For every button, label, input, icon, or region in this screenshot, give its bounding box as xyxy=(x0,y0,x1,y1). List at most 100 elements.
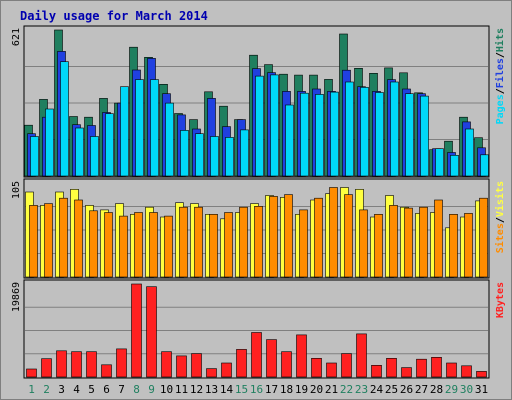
x-tick-label-day-29: 29 xyxy=(445,383,458,396)
y-axis-max-label: 621 xyxy=(11,28,22,46)
bar-pages-day-30 xyxy=(465,128,474,177)
x-tick-label-day-6: 6 xyxy=(103,383,110,396)
x-tick-label-day-12: 12 xyxy=(190,383,203,396)
bar-pages-day-7 xyxy=(120,86,129,177)
bar-kbytes-day-23 xyxy=(356,333,367,378)
bar-kbytes-day-16 xyxy=(251,332,262,378)
x-tick-label-day-27: 27 xyxy=(415,383,428,396)
bar-pages-day-28 xyxy=(435,148,444,177)
bar-pages-day-16 xyxy=(255,75,264,177)
bar-kbytes-day-2 xyxy=(41,358,52,378)
bar-pages-day-1 xyxy=(30,136,39,177)
bar-pages-day-12 xyxy=(195,133,204,177)
legend: Pages/Files/Hits xyxy=(494,28,506,124)
legend-entry-sites: Sites xyxy=(494,223,506,253)
bar-kbytes-day-29 xyxy=(446,362,457,378)
x-tick-label-day-25: 25 xyxy=(385,383,398,396)
bar-kbytes-day-25 xyxy=(386,357,397,378)
bar-sites-day-17 xyxy=(269,196,278,278)
panel-kbytes: 19869 KBytes xyxy=(11,279,506,379)
x-tick-label-day-18: 18 xyxy=(280,383,293,396)
bar-pages-day-19 xyxy=(300,92,309,177)
bar-sites-day-2 xyxy=(44,203,53,278)
bar-kbytes-day-9 xyxy=(146,286,157,378)
bar-kbytes-day-15 xyxy=(236,349,247,378)
bar-kbytes-day-26 xyxy=(401,367,412,378)
bar-sites-day-8 xyxy=(134,212,143,278)
bar-sites-day-5 xyxy=(89,210,98,278)
bar-pages-day-21 xyxy=(330,91,339,177)
bar-pages-day-9 xyxy=(150,79,159,177)
bar-sites-day-15 xyxy=(239,206,248,278)
bar-kbytes-day-28 xyxy=(431,356,442,378)
bar-pages-day-22 xyxy=(345,81,354,177)
x-tick-label-day-5: 5 xyxy=(88,383,95,396)
x-tick-label-day-1: 1 xyxy=(28,383,35,396)
bar-sites-day-16 xyxy=(254,206,263,278)
x-tick-label-day-16: 16 xyxy=(250,383,263,396)
bar-sites-day-26 xyxy=(404,207,413,278)
bar-kbytes-day-21 xyxy=(326,362,337,378)
bar-kbytes-day-11 xyxy=(176,355,187,378)
x-tick-label-day-2: 2 xyxy=(43,383,50,396)
bar-sites-day-11 xyxy=(179,206,188,278)
legend-entry-files: Files xyxy=(494,58,506,88)
bar-pages-day-20 xyxy=(315,94,324,177)
panel-visits-sites: 105 Sites/Visits xyxy=(11,178,506,279)
bar-kbytes-day-7 xyxy=(116,348,127,378)
legend: KBytes xyxy=(495,282,506,318)
y-axis-max-label: 105 xyxy=(11,181,22,199)
x-tick-label-day-24: 24 xyxy=(370,383,384,396)
chart-title: Daily usage for March 2014 xyxy=(20,9,208,23)
x-tick-label-day-20: 20 xyxy=(310,383,323,396)
bar-sites-day-27 xyxy=(419,206,428,278)
bar-pages-day-17 xyxy=(270,74,279,177)
x-tick-label-day-28: 28 xyxy=(430,383,443,396)
bar-kbytes-day-27 xyxy=(416,358,427,378)
bar-pages-day-14 xyxy=(225,137,234,177)
bar-kbytes-day-14 xyxy=(221,362,232,378)
x-tick-label-day-10: 10 xyxy=(160,383,173,396)
bar-sites-day-24 xyxy=(374,214,383,278)
bar-pages-day-26 xyxy=(405,93,414,177)
legend-entry-kbytes: KBytes xyxy=(495,282,506,318)
x-tick-label-day-15: 15 xyxy=(235,383,248,396)
bar-sites-day-6 xyxy=(104,212,113,278)
legend-separator: / xyxy=(495,88,506,94)
bar-kbytes-day-4 xyxy=(71,351,82,378)
bar-kbytes-day-3 xyxy=(56,350,67,378)
bar-kbytes-day-12 xyxy=(191,353,202,378)
bar-sites-day-28 xyxy=(434,199,443,278)
bar-pages-day-4 xyxy=(75,127,84,177)
bar-pages-day-3 xyxy=(60,61,69,177)
x-tick-label-day-17: 17 xyxy=(265,383,278,396)
legend-entry-hits: Hits xyxy=(494,28,506,52)
bar-kbytes-day-10 xyxy=(161,351,172,378)
legend: Sites/Visits xyxy=(494,181,506,253)
x-tick-label-day-30: 30 xyxy=(460,383,473,396)
x-tick-label-day-31: 31 xyxy=(475,383,488,396)
bar-kbytes-day-19 xyxy=(296,334,307,378)
bar-pages-day-11 xyxy=(180,130,189,177)
bar-pages-day-13 xyxy=(210,136,219,177)
bar-pages-day-24 xyxy=(375,92,384,177)
bar-sites-day-4 xyxy=(74,199,83,278)
bar-sites-day-7 xyxy=(119,215,128,278)
bar-kbytes-day-13 xyxy=(206,368,217,378)
bar-sites-day-18 xyxy=(284,194,293,278)
bar-pages-day-5 xyxy=(90,136,99,177)
x-tick-label-day-9: 9 xyxy=(148,383,155,396)
bar-pages-day-25 xyxy=(390,81,399,177)
x-tick-label-day-21: 21 xyxy=(325,383,338,396)
bar-kbytes-day-31 xyxy=(476,371,487,378)
bar-kbytes-day-20 xyxy=(311,357,322,378)
legend-entry-visits: Visits xyxy=(494,181,506,217)
bar-sites-day-25 xyxy=(389,205,398,278)
x-tick-label-day-13: 13 xyxy=(205,383,218,396)
bar-pages-day-6 xyxy=(105,113,114,177)
x-tick-label-day-11: 11 xyxy=(175,383,188,396)
x-tick-label-day-22: 22 xyxy=(340,383,353,396)
bar-pages-day-2 xyxy=(45,108,54,177)
